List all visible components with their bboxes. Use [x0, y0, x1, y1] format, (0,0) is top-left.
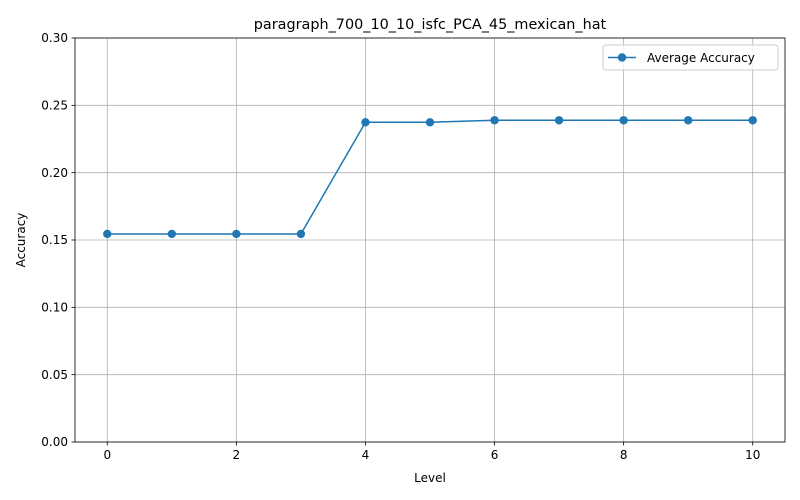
x-tick-label: 8	[620, 448, 628, 462]
y-tick-label: 0.15	[41, 233, 68, 247]
y-tick-label: 0.25	[41, 99, 68, 113]
data-point	[554, 116, 564, 125]
data-point	[748, 116, 757, 125]
x-tick-label: 4	[362, 448, 370, 462]
data-point	[103, 229, 112, 239]
x-tick-label: 2	[233, 448, 241, 462]
data-point	[232, 229, 241, 239]
x-tick-label: 6	[491, 448, 499, 462]
legend-label: Average Accuracy	[647, 51, 755, 65]
data-point	[490, 116, 499, 125]
data-point	[296, 229, 306, 239]
legend: Average Accuracy	[602, 44, 779, 71]
data-point	[425, 118, 435, 127]
y-tick-label: 0.10	[41, 301, 68, 315]
x-tick-label: 0	[103, 448, 111, 462]
chart-title: paragraph_700_10_10_isfc_PCA_45_mexican_…	[254, 17, 607, 33]
axis-ticks: 0 2 4 6 8 10 0.00 0.05 0.10 0.15 0.20 0.25 0.30	[41, 31, 760, 462]
y-tick-label: 0.00	[41, 435, 68, 449]
legend-box	[602, 44, 779, 71]
x-tick-label: 10	[745, 448, 760, 462]
y-axis-title: Accuracy	[14, 213, 28, 268]
data-point	[619, 116, 628, 125]
y-tick-label: 0.30	[41, 31, 68, 45]
data-point	[683, 116, 693, 125]
data-point	[361, 118, 370, 127]
x-axis-title: Level	[414, 471, 446, 485]
legend-marker-swatch	[617, 53, 627, 62]
y-tick-label: 0.20	[41, 166, 68, 180]
data-point	[167, 229, 177, 239]
y-tick-label: 0.05	[41, 368, 68, 382]
series-layer	[103, 116, 757, 239]
